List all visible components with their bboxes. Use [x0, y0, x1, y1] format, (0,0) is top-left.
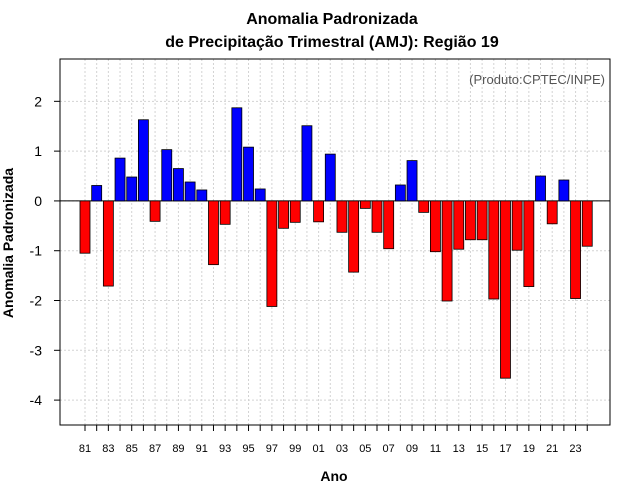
bar-1995 — [243, 146, 254, 202]
x-tick-label: 85 — [126, 443, 138, 455]
bar-2016 — [488, 200, 500, 300]
bar-1981 — [79, 200, 91, 254]
bar-2022 — [558, 179, 570, 202]
bar-1985 — [126, 176, 138, 202]
bar-2023 — [570, 200, 581, 299]
bar-1987 — [149, 200, 161, 222]
chart-title-line-1: Anomalia Padronizada — [246, 11, 418, 28]
bar-2011 — [429, 200, 441, 253]
y-tick-label: -3 — [30, 342, 43, 358]
y-axis: -4 -3 -2 -1 0 1 2 — [30, 93, 60, 408]
x-tick-label: 07 — [383, 443, 395, 455]
bar-2018 — [511, 200, 523, 251]
bar-2004 — [348, 200, 360, 273]
bar-1991 — [196, 189, 208, 202]
bar-1990 — [184, 181, 196, 202]
bar-2019 — [523, 200, 535, 287]
bar-2012 — [441, 200, 453, 302]
x-tick-label: 01 — [312, 443, 324, 455]
y-tick-label: 1 — [34, 143, 42, 159]
x-tick-label: 91 — [196, 443, 208, 455]
x-tick-label: 21 — [546, 443, 558, 455]
bar-2009 — [406, 160, 418, 202]
bar-2020 — [535, 175, 546, 202]
x-tick-label: 03 — [336, 443, 348, 455]
bar-2006 — [371, 200, 383, 233]
product-credit: (Produto:CPTEC/INPE) — [469, 72, 605, 87]
chart-title-line-2: de Precipitação Trimestral (AMJ): Região… — [165, 34, 499, 51]
x-tick-label: 81 — [79, 443, 91, 455]
bar-1997 — [266, 200, 278, 307]
bar-1998 — [278, 200, 289, 229]
bar-2015 — [476, 200, 488, 241]
x-axis-title: Ano — [320, 468, 347, 484]
bar-1992 — [208, 200, 219, 266]
x-tick-label: 11 — [430, 443, 441, 455]
x-tick-label: 87 — [149, 443, 161, 455]
bar-2005 — [359, 200, 371, 209]
x-tick-label: 15 — [476, 443, 488, 455]
y-axis-title: Anomalia Padronizada — [0, 168, 16, 318]
x-tick-label: 83 — [102, 443, 114, 455]
x-tick-label: 13 — [453, 443, 465, 455]
bar-2003 — [336, 200, 348, 233]
bar-2008 — [394, 184, 406, 202]
bar-1982 — [91, 185, 103, 202]
bars — [79, 107, 593, 379]
bar-1984 — [114, 157, 126, 202]
bar-1996 — [254, 188, 266, 202]
x-tick-label: 89 — [172, 443, 184, 455]
bar-1999 — [289, 200, 301, 223]
bar-2014 — [465, 200, 476, 241]
x-tick-label: 97 — [266, 443, 278, 455]
y-tick-label: 2 — [34, 93, 42, 109]
bar-2010 — [418, 200, 430, 213]
x-tick-label: 05 — [359, 443, 371, 455]
plot-area-border — [59, 58, 611, 426]
y-tick-label: -2 — [30, 293, 43, 309]
x-tick-label: 99 — [289, 443, 301, 455]
bar-1988 — [161, 149, 173, 202]
x-tick-label: 19 — [523, 443, 535, 455]
x-axis: 81 83 85 87 89 91 93 95 97 99 01 03 05 07 09 11 13 15 17 19… — [79, 425, 588, 455]
bar-2000 — [301, 125, 313, 202]
bar-1983 — [102, 200, 114, 287]
bar-2021 — [546, 200, 558, 225]
bar-2013 — [453, 200, 465, 250]
x-tick-label: 09 — [406, 443, 418, 455]
x-tick-label: 95 — [242, 443, 254, 455]
bar-2007 — [383, 200, 395, 250]
bar-2002 — [324, 153, 336, 202]
bar-1986 — [137, 119, 149, 202]
y-tick-label: -4 — [30, 392, 43, 408]
bar-2017 — [500, 200, 511, 379]
x-tick-label: 17 — [499, 443, 511, 455]
y-tick-label: 0 — [34, 193, 42, 209]
x-tick-label: 93 — [219, 443, 231, 455]
bar-1994 — [231, 107, 243, 202]
y-tick-label: -1 — [30, 243, 43, 259]
bar-2001 — [313, 200, 325, 223]
bar-2024 — [581, 200, 593, 247]
x-tick-label: 23 — [569, 443, 581, 455]
bar-1993 — [219, 200, 231, 225]
bar-1989 — [173, 168, 184, 202]
